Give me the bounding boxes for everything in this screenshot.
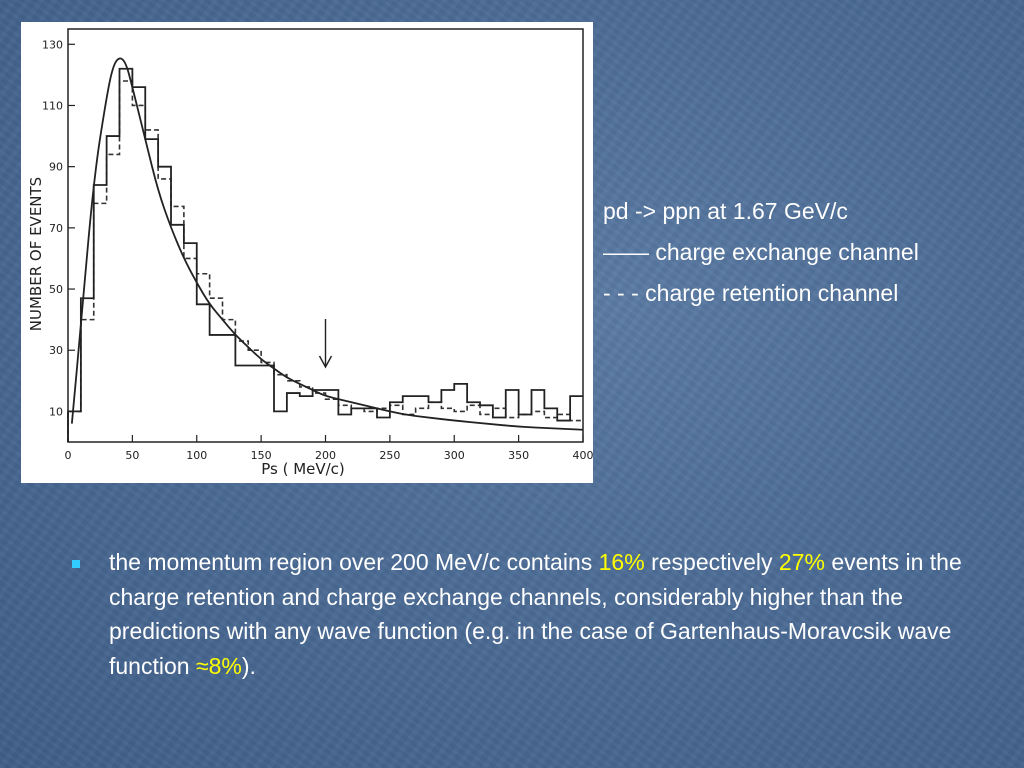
highlight-27-percent: 27% <box>778 549 825 575</box>
chart-legend: pd -> ppn at 1.67 GeV/c —— charge exchan… <box>603 191 1013 314</box>
x-tick-label: 150 <box>251 449 272 462</box>
y-tick-label: 50 <box>49 283 63 296</box>
y-tick-label: 90 <box>49 161 63 174</box>
y-tick-label: 130 <box>42 38 63 51</box>
bullet-text-part4: ). <box>241 652 256 679</box>
x-tick-label: 100 <box>186 449 207 462</box>
arrow-marker <box>318 319 333 369</box>
highlight-16-percent: 16% <box>598 549 645 575</box>
x-tick-label: 250 <box>379 449 400 462</box>
bullet-text-part1: the momentum region over 200 MeV/c conta… <box>109 549 599 575</box>
y-tick-label: 30 <box>49 344 63 357</box>
highlight-8-percent: ≈8% <box>195 652 242 679</box>
legend-solid-entry: —— charge exchange channel <box>603 239 919 265</box>
x-ticks: 0 50 100 150 200 250 300 350 400 <box>65 435 594 462</box>
charge-exchange-histogram <box>67 67 583 442</box>
x-tick-label: 0 <box>65 449 72 462</box>
histogram-figure: 10 30 50 70 90 110 130 0 50 100 150 200 250 300 350 40… <box>21 22 593 483</box>
theory-curve <box>70 57 584 431</box>
bullet-square-icon <box>72 560 80 568</box>
bullet-text-part3: events in the charge retention and charg… <box>109 549 962 679</box>
x-tick-label: 300 <box>444 449 465 462</box>
x-tick-label: 200 <box>315 449 336 462</box>
y-ticks: 10 30 50 70 90 110 130 <box>42 38 75 418</box>
legend-title: pd -> ppn at 1.67 GeV/c <box>603 198 848 224</box>
bullet-text: the momentum region over 200 MeV/c conta… <box>109 545 979 683</box>
histogram-plot: 10 30 50 70 90 110 130 0 50 100 150 200 250 300 350 40… <box>27 28 594 478</box>
x-tick-label: 400 <box>573 449 594 462</box>
y-tick-label: 110 <box>42 99 63 112</box>
x-axis-label: Ps ( MeV/c) <box>261 460 345 478</box>
y-tick-label: 70 <box>49 222 63 235</box>
bullet-text-part2: respectively <box>644 549 779 575</box>
x-tick-label: 50 <box>125 449 139 462</box>
x-tick-label: 350 <box>508 449 529 462</box>
arrow-head <box>318 355 333 369</box>
y-tick-label: 10 <box>49 405 63 418</box>
y-axis-label: NUMBER OF EVENTS <box>27 177 45 331</box>
legend-dashed-entry: - - - charge retention channel <box>603 280 899 306</box>
